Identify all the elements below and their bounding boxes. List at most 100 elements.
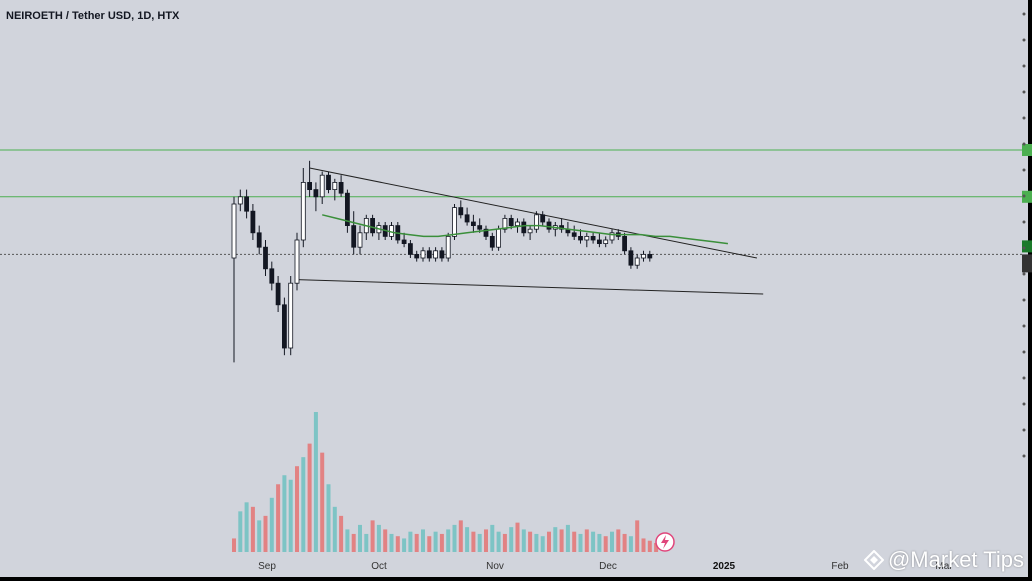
volume-bar bbox=[263, 515, 268, 552]
y-axis-tick-mark bbox=[1022, 12, 1026, 16]
volume-bar bbox=[421, 529, 425, 552]
right-border bbox=[1028, 0, 1032, 581]
volume-bar bbox=[414, 533, 419, 552]
volume-bar bbox=[427, 536, 432, 552]
candle-body bbox=[597, 239, 602, 244]
candle-body bbox=[622, 235, 627, 252]
volume-bar bbox=[496, 531, 501, 552]
bottom-border bbox=[0, 577, 1032, 581]
candle-body bbox=[319, 174, 325, 198]
y-axis-tick-mark bbox=[1022, 194, 1026, 198]
volume-bar bbox=[628, 536, 633, 552]
y-axis-tick-mark bbox=[1022, 402, 1026, 406]
candle-body bbox=[313, 189, 319, 198]
candle-body bbox=[470, 221, 476, 226]
volume-bar bbox=[559, 529, 564, 552]
volume-bar bbox=[301, 457, 306, 552]
volume-bar bbox=[364, 533, 369, 552]
volume-bar bbox=[465, 527, 470, 552]
x-axis-tick-label: Oct bbox=[371, 561, 387, 572]
volume-bar bbox=[603, 536, 608, 552]
level-marker bbox=[1022, 190, 1032, 203]
volume-bar bbox=[521, 529, 526, 552]
replay-bolt-icon bbox=[655, 532, 675, 552]
volume-bar bbox=[326, 484, 331, 552]
level-marker bbox=[1022, 144, 1032, 156]
candle-body bbox=[237, 196, 243, 205]
volume-bar bbox=[276, 484, 281, 552]
y-axis-tick-mark bbox=[1022, 454, 1026, 458]
candle-body bbox=[578, 235, 583, 241]
candle-body bbox=[647, 253, 653, 259]
volume-bar bbox=[238, 511, 243, 552]
candle-body bbox=[571, 232, 577, 237]
candle-body bbox=[496, 228, 502, 248]
candle-body bbox=[275, 282, 281, 306]
candle-body bbox=[464, 214, 470, 223]
volume-bar bbox=[320, 452, 325, 552]
candle-body bbox=[407, 243, 413, 255]
volume-bar bbox=[484, 529, 488, 552]
candle-body bbox=[288, 282, 294, 349]
y-axis-tick-mark bbox=[1022, 38, 1026, 42]
volume-bar bbox=[269, 497, 274, 552]
volume-bar bbox=[622, 533, 627, 552]
volume-bar bbox=[395, 536, 400, 552]
y-axis-tick-mark bbox=[1022, 90, 1026, 94]
y-axis-tick-mark bbox=[1022, 168, 1026, 172]
candle-body bbox=[344, 192, 350, 226]
volume-bar bbox=[477, 533, 482, 552]
candle-body bbox=[439, 250, 445, 259]
volume-bar bbox=[408, 531, 413, 552]
y-axis-tick-mark bbox=[1022, 64, 1026, 68]
watermark-text: @Market Tips bbox=[887, 547, 1024, 572]
x-axis-tick-label: Dec bbox=[599, 561, 617, 572]
volume-bar bbox=[578, 533, 583, 552]
x-axis-tick-label: Mar bbox=[935, 561, 953, 572]
candle-body bbox=[515, 221, 520, 226]
candle-body bbox=[231, 203, 237, 259]
volume-bar bbox=[572, 531, 577, 552]
candle-body bbox=[250, 210, 256, 234]
volume-bar bbox=[565, 524, 570, 552]
candle-body bbox=[603, 239, 609, 244]
candle-body bbox=[256, 232, 262, 248]
candle-body bbox=[263, 246, 268, 270]
price-tag-green bbox=[1022, 240, 1032, 253]
y-axis-tick-mark bbox=[1022, 324, 1026, 328]
candle-body bbox=[338, 181, 344, 194]
candle-body bbox=[502, 217, 508, 230]
volume-bar bbox=[597, 533, 602, 552]
volume-bar bbox=[610, 531, 614, 552]
volume-bar bbox=[351, 533, 356, 552]
y-axis-tick-mark bbox=[1022, 272, 1026, 276]
volume-bar bbox=[295, 466, 299, 552]
candle-body bbox=[584, 235, 590, 241]
volume-bar bbox=[553, 527, 558, 552]
candle-body bbox=[326, 174, 331, 190]
candle-body bbox=[332, 181, 338, 190]
candle-body bbox=[294, 239, 300, 284]
volume-bar bbox=[370, 520, 375, 552]
trendline-resistance bbox=[309, 167, 757, 259]
volume-bar bbox=[490, 524, 495, 552]
candle-body bbox=[269, 268, 275, 284]
volume-bar bbox=[635, 520, 640, 552]
x-axis-tick-label: Sep bbox=[258, 561, 276, 572]
candle-body bbox=[300, 181, 306, 241]
candle-body bbox=[609, 232, 615, 241]
volume-bar bbox=[402, 538, 407, 552]
volume-bar bbox=[439, 533, 444, 552]
y-axis-tick-mark bbox=[1022, 428, 1026, 432]
volume-bar bbox=[232, 538, 236, 552]
candle-body bbox=[458, 207, 464, 216]
volume-bar bbox=[313, 412, 318, 552]
volume-bar bbox=[502, 533, 507, 552]
volume-bar bbox=[250, 506, 255, 552]
y-axis-tick-mark bbox=[1022, 220, 1026, 224]
volume-bar bbox=[389, 533, 394, 552]
volume-bar bbox=[257, 520, 262, 552]
candle-body bbox=[527, 228, 533, 234]
